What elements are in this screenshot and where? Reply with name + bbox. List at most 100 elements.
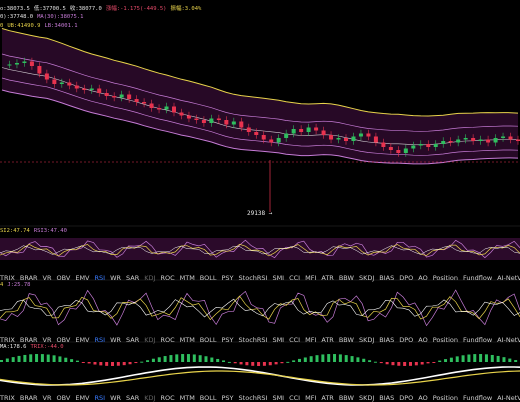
indicator-tab-ai-netvol[interactable]: AI-NetVOL <box>497 273 520 282</box>
indicator-tab-mfi[interactable]: MFI <box>305 273 317 282</box>
indicator-tab-mtm[interactable]: MTM <box>179 393 195 402</box>
indicator-tab-roc[interactable]: ROC <box>160 335 175 344</box>
indicator-tab-dpo[interactable]: DPO <box>399 393 414 402</box>
indicator-tab-bias[interactable]: BIAS <box>379 393 395 402</box>
candle-body <box>366 133 371 137</box>
indicator-tab-trix[interactable]: TRIX <box>0 393 15 402</box>
indicator-tab-obv[interactable]: OBV <box>56 335 71 344</box>
indicator-tab-emv[interactable]: EMV <box>75 335 90 344</box>
histogram-bar <box>81 362 85 363</box>
indicator-tab-smi[interactable]: SMI <box>272 273 285 282</box>
indicator-tab-brar[interactable]: BRAR <box>19 393 38 402</box>
histogram-bar <box>192 354 196 362</box>
indicator-tab-ao[interactable]: AO <box>418 273 428 282</box>
indicator-tab-vr[interactable]: VR <box>42 335 52 344</box>
indicator-tab-smi[interactable]: SMI <box>272 335 285 344</box>
indicator-tab-fundflow[interactable]: Fundflow <box>463 335 493 344</box>
indicator-tab-roc[interactable]: ROC <box>160 273 175 282</box>
header-value: 振幅:3.04% <box>170 6 202 12</box>
indicator-tab-atr[interactable]: ATR <box>321 335 334 344</box>
indicator-tab-wr[interactable]: WR <box>110 273 122 282</box>
indicator-tab-rsi[interactable]: RSI <box>94 335 106 344</box>
indicator-tab-sar[interactable]: SAR <box>126 393 140 402</box>
indicator-tab-mfi[interactable]: MFI <box>305 335 317 344</box>
candle-body <box>321 130 326 135</box>
indicator-tab-bias[interactable]: BIAS <box>379 335 395 344</box>
indicator-tab-dpo[interactable]: DPO <box>399 273 414 282</box>
indicator-tab-mtm[interactable]: MTM <box>179 273 195 282</box>
indicator-tab-ao[interactable]: AO <box>418 335 428 344</box>
indicator-tab-skdj[interactable]: SKDJ <box>358 335 375 344</box>
indicator-tab-rsi[interactable]: RSI <box>94 273 106 282</box>
header-value: 0 <box>0 23 4 29</box>
indicator-tab-sar[interactable]: SAR <box>126 335 140 344</box>
histogram-bar <box>280 362 284 364</box>
indicator-tab-ai-netvol[interactable]: AI-NetVOL <box>497 335 520 344</box>
indicator-tab-psy[interactable]: PSY <box>221 273 234 282</box>
indicator-tab-kdj[interactable]: KDJ <box>144 335 156 344</box>
indicator-tab-roc[interactable]: ROC <box>160 393 175 402</box>
indicator-tab-stochrsi[interactable]: StochRSI <box>238 273 268 282</box>
indicator-tab-obv[interactable]: OBV <box>56 393 71 402</box>
indicator-tab-position[interactable]: Position <box>432 273 459 282</box>
indicator-tab-boll[interactable]: BOLL <box>199 393 217 402</box>
indicator-tab-skdj[interactable]: SKDJ <box>358 273 375 282</box>
indicator-tab-brar[interactable]: BRAR <box>19 335 38 344</box>
indicator-tab-dpo[interactable]: DPO <box>399 335 414 344</box>
indicator-tab-bbw[interactable]: BBW <box>338 273 354 282</box>
indicator-tab-bbw[interactable]: BBW <box>338 393 354 402</box>
header-value: 收:38077.0 <box>69 6 102 12</box>
indicator-tab-smi[interactable]: SMI <box>272 393 285 402</box>
indicator-tab-emv[interactable]: EMV <box>75 273 90 282</box>
indicator-tab-trix[interactable]: TRIX <box>0 335 15 344</box>
indicator-tab-fundflow[interactable]: Fundflow <box>463 393 493 402</box>
histogram-bar <box>151 358 155 362</box>
histogram-bar <box>426 362 430 364</box>
indicator-tab-cci[interactable]: CCI <box>289 273 301 282</box>
histogram-bar <box>479 354 483 362</box>
histogram-bar <box>292 360 296 362</box>
histogram-bar <box>490 354 494 362</box>
indicator-tab-vr[interactable]: VR <box>42 393 52 402</box>
indicator-tab-boll[interactable]: BOLL <box>199 273 217 282</box>
indicator-tab-bbw[interactable]: BBW <box>338 335 354 344</box>
indicator-tab-position[interactable]: Position <box>432 393 459 402</box>
indicator-tab-cci[interactable]: CCI <box>289 335 301 344</box>
indicator-tab-mtm[interactable]: MTM <box>179 335 195 344</box>
histogram-bar <box>122 362 126 366</box>
indicator-tab-fundflow[interactable]: Fundflow <box>463 273 493 282</box>
indicator-tab-cci[interactable]: CCI <box>289 393 301 402</box>
histogram-bar <box>502 357 506 362</box>
indicator-tab-bias[interactable]: BIAS <box>379 273 395 282</box>
indicator-tab-rsi[interactable]: RSI <box>94 393 106 402</box>
indicator-tab-mfi[interactable]: MFI <box>305 393 317 402</box>
indicator-tab-atr[interactable]: ATR <box>321 273 334 282</box>
indicator-tab-sar[interactable]: SAR <box>126 273 140 282</box>
histogram-bar <box>40 354 44 362</box>
indicator-tab-wr[interactable]: WR <box>110 393 122 402</box>
kdj-header: 4 J:25.78 <box>0 282 35 290</box>
indicator-tab-psy[interactable]: PSY <box>221 393 234 402</box>
indicator-tab-ai-netvol[interactable]: AI-NetVOL <box>497 393 520 402</box>
indicator-tab-trix[interactable]: TRIX <box>0 273 15 282</box>
indicator-tab-kdj[interactable]: KDJ <box>144 273 156 282</box>
histogram-bar <box>245 362 249 366</box>
indicator-tab-atr[interactable]: ATR <box>321 393 334 402</box>
price-header-row2: 0):37748.0 MA(30):38075.1 <box>0 14 91 22</box>
indicator-tab-brar[interactable]: BRAR <box>19 273 38 282</box>
indicator-tab-stochrsi[interactable]: StochRSI <box>238 393 268 402</box>
price-header-row1: o:38073.5 低:37700.5 收:38077.0 涨幅:-1.175(-44… <box>0 4 205 12</box>
indicator-tab-emv[interactable]: EMV <box>75 393 90 402</box>
indicator-tab-ao[interactable]: AO <box>418 393 428 402</box>
indicator-tab-obv[interactable]: OBV <box>56 273 71 282</box>
indicator-tab-position[interactable]: Position <box>432 335 459 344</box>
indicator-tab-psy[interactable]: PSY <box>221 335 234 344</box>
indicator-tab-kdj[interactable]: KDJ <box>144 393 156 402</box>
indicator-tab-skdj[interactable]: SKDJ <box>358 393 375 402</box>
histogram-bar <box>362 358 366 362</box>
indicator-tab-boll[interactable]: BOLL <box>199 335 217 344</box>
indicator-tab-stochrsi[interactable]: StochRSI <box>238 335 268 344</box>
indicator-tab-wr[interactable]: WR <box>110 335 122 344</box>
indicator-tab-vr[interactable]: VR <box>42 273 52 282</box>
